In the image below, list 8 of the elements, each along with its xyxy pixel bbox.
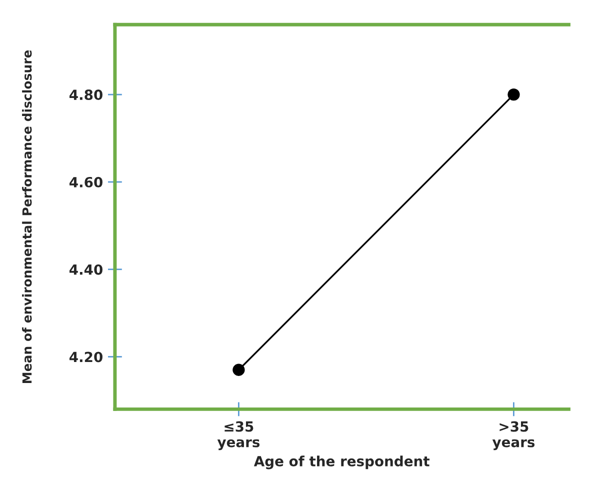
y-axis-title: Mean of environmental Performance disclosure (22, 50, 32, 383)
y-tick-label: 4.40 (70, 264, 102, 275)
x-tick-label: ≤35 years (217, 421, 260, 450)
x-tick-label: >35 years (492, 421, 535, 450)
y-tick-label: 4.60 (70, 176, 102, 188)
y-tick-label: 4.20 (70, 352, 102, 362)
x-axis-title: Age of the respondent (254, 456, 430, 470)
y-tick-label: 4.80 (70, 90, 102, 100)
